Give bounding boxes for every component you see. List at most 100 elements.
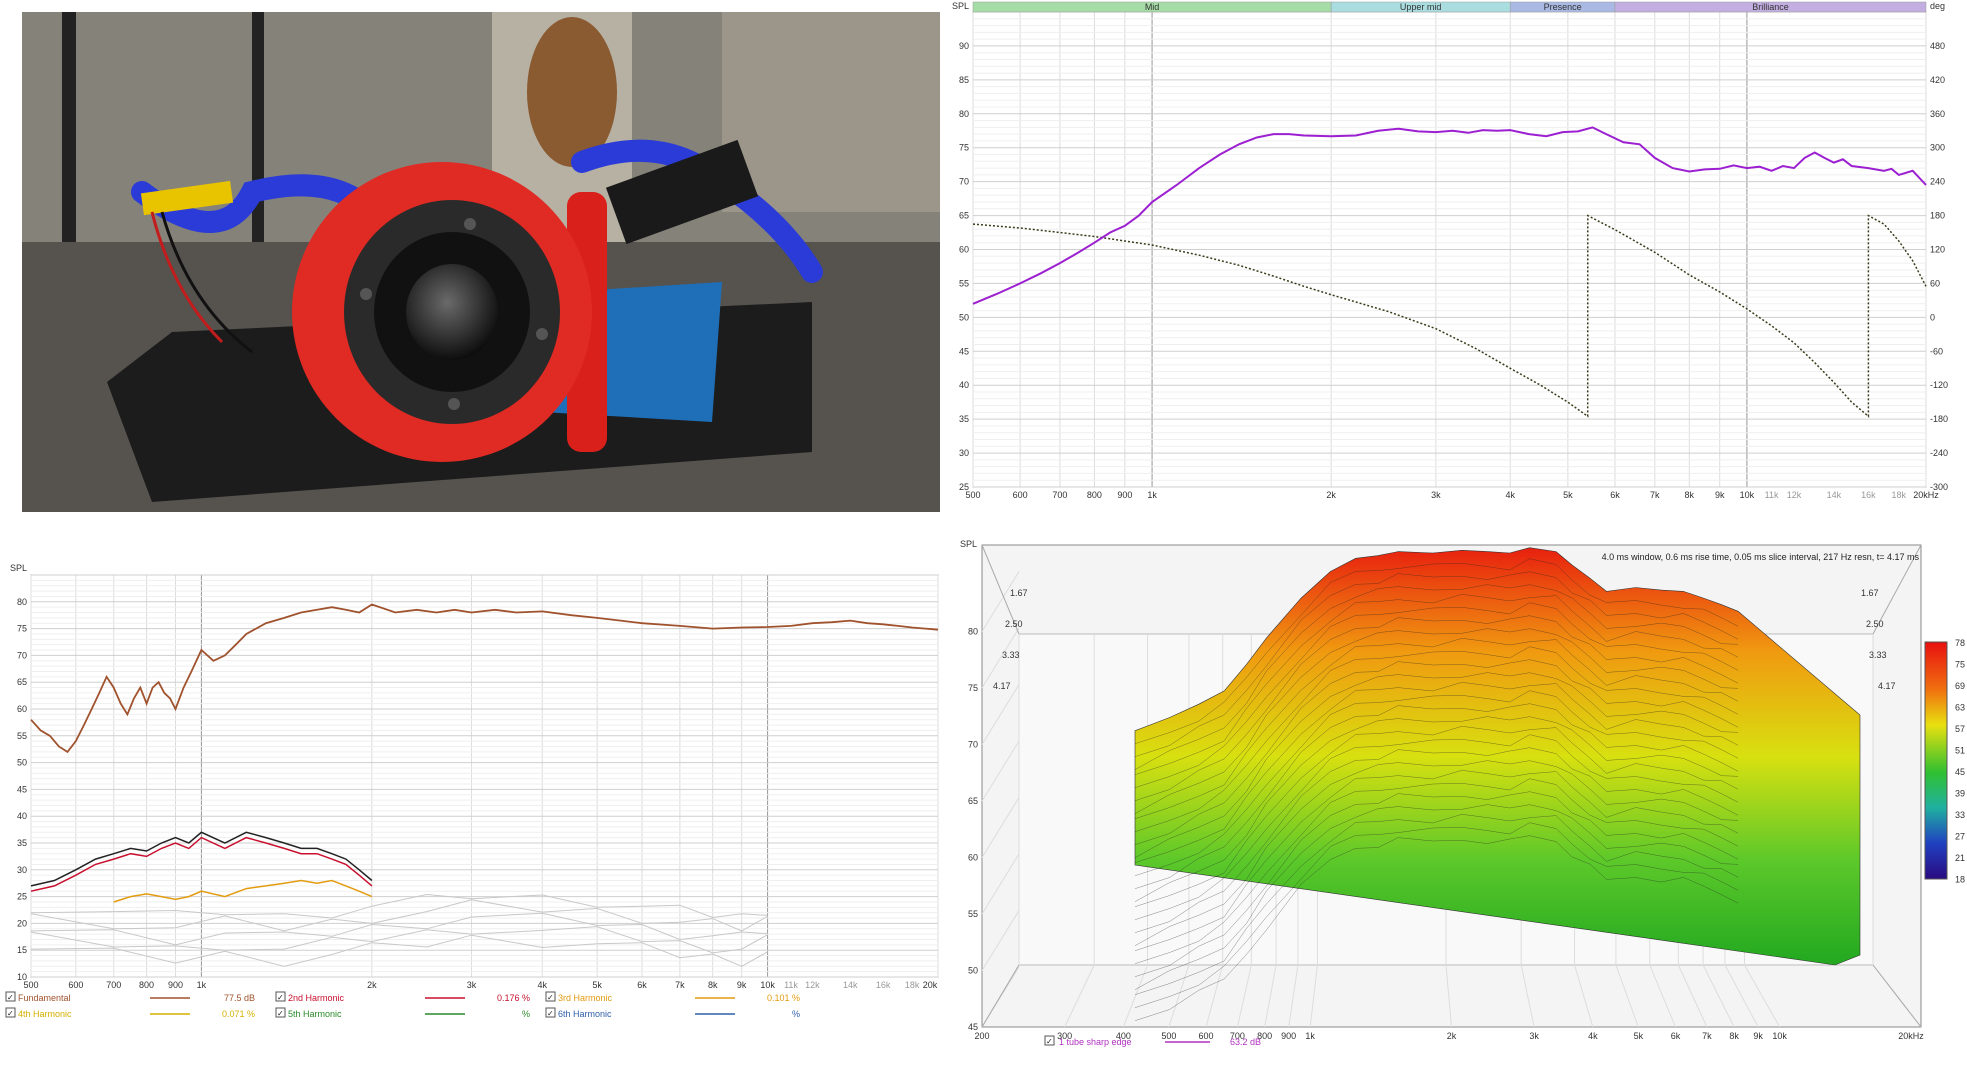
y-tick-label: 75 — [968, 683, 978, 693]
waterfall-slice-line — [1134, 822, 1739, 1008]
x-tick-label: 4k — [1588, 1031, 1598, 1041]
x-tick-label: 2k — [1326, 490, 1336, 500]
y2-tick-label: 420 — [1930, 75, 1945, 85]
colorbar-tick-label: 27 — [1955, 832, 1965, 842]
legend-label: Fundamental — [18, 993, 71, 1003]
x-tick-label: 6k — [1610, 490, 1620, 500]
waterfall-slice-line — [1134, 726, 1739, 907]
time-tick-label-left: 2.50 — [1005, 619, 1023, 629]
y-tick-label: 85 — [959, 75, 969, 85]
colorbar-tick-label: 39 — [1955, 789, 1965, 799]
side-grid-line — [981, 684, 1020, 745]
y-tick-label: 80 — [968, 627, 978, 637]
y-tick-label: 60 — [959, 245, 969, 255]
y-tick-label: 35 — [17, 838, 27, 848]
x-tick-label: 600 — [1198, 1031, 1213, 1041]
floor-grid-line — [1677, 964, 1708, 1028]
x-tick-label: 200 — [974, 1031, 989, 1041]
y-tick-label: 75 — [959, 143, 969, 153]
x-tick-label: 900 — [1117, 490, 1132, 500]
y-tick-label: 30 — [959, 448, 969, 458]
x-tick-label: 20k — [923, 980, 938, 990]
x-tick-label: 2k — [367, 980, 377, 990]
waterfall-slice-line — [1134, 659, 1739, 845]
x-tick-label: 900 — [1281, 1031, 1296, 1041]
legend-check-mark: ✓ — [547, 993, 554, 1002]
time-tick-label-left: 4.17 — [993, 681, 1011, 691]
y2-tick-label: 480 — [1930, 41, 1945, 51]
x-tick-label: 9k — [1753, 1031, 1763, 1041]
legend-value: % — [522, 1009, 530, 1019]
phase-series-line — [972, 214, 1927, 418]
x-tick-label: 500 — [1161, 1031, 1176, 1041]
waterfall-slice-line — [1134, 835, 1739, 1021]
x-tick-label: 9k — [1715, 490, 1725, 500]
waterfall-slice-line — [1134, 602, 1739, 788]
x-tick-label: 300 — [1057, 1031, 1072, 1041]
y-tick-label: 65 — [959, 211, 969, 221]
x-tick-label: 11k — [1765, 490, 1779, 500]
legend-label: 4th Harmonic — [18, 1009, 72, 1019]
y-tick-label: 10 — [17, 972, 27, 982]
legend-checkbox — [275, 1007, 286, 1018]
waterfall-slice-line — [1134, 628, 1739, 814]
x-tick-label: 3k — [467, 980, 477, 990]
depth-edge — [1872, 964, 1922, 1028]
legend-value: % — [792, 1009, 800, 1019]
x-tick-label: 900 — [168, 980, 183, 990]
x-tick-label: 400 — [1116, 1031, 1131, 1041]
x-tick-label: 20kHz — [1898, 1031, 1924, 1041]
x-tick-label: 10k — [1772, 1031, 1787, 1041]
floor-grid-line — [1122, 964, 1149, 1028]
depth-edge — [981, 544, 1020, 635]
x-tick-label: 1k — [197, 980, 207, 990]
waterfall-slice-line — [1134, 791, 1739, 977]
csd-annotation: 4.0 ms window, 0.6 ms rise time, 0.05 ms… — [1602, 552, 1920, 562]
time-tick-label-right: 2.50 — [1866, 619, 1884, 629]
time-tick-label-right: 4.17 — [1878, 681, 1896, 691]
y-tick-label: 50 — [968, 966, 978, 976]
floor-grid-line — [1205, 964, 1224, 1028]
y2-axis-label: deg — [1930, 1, 1945, 11]
floor-grid-line — [1615, 964, 1639, 1028]
y2-tick-label: -120 — [1930, 380, 1948, 390]
x-tick-label: 700 — [106, 980, 121, 990]
y2-tick-label: 120 — [1930, 245, 1945, 255]
y2-tick-label: 240 — [1930, 177, 1945, 187]
x-tick-label: 3k — [1431, 490, 1441, 500]
band-label: Upper mid — [1400, 2, 1442, 12]
x-tick-label: 7k — [1702, 1031, 1712, 1041]
depth-edge — [1872, 544, 1922, 635]
waterfall-slice-line — [1134, 646, 1739, 832]
y-tick-label: 75 — [17, 624, 27, 634]
x-tick-label: 8k — [1729, 1031, 1739, 1041]
side-grid-line — [981, 571, 1020, 632]
floor-grid-line — [1264, 964, 1277, 1028]
side-grid-line — [981, 797, 1020, 858]
y-tick-label: 35 — [959, 414, 969, 424]
y-tick-label: 60 — [968, 853, 978, 863]
y2-tick-label: 0 — [1930, 312, 1935, 322]
x-tick-label: 20kHz — [1913, 490, 1939, 500]
depth-edge — [981, 964, 1020, 1028]
x-tick-label: 8k — [1685, 490, 1695, 500]
y-tick-label: 45 — [968, 1022, 978, 1032]
higher-harmonic-line — [30, 899, 768, 932]
harmonic-distortion-svg: SPL 10 15 20 25 30 35 40 45 50 55 60 65 70 75 80 500 600 7… — [5, 563, 939, 1019]
x-tick-label: 5k — [592, 980, 602, 990]
waterfall-slice-line — [1134, 760, 1739, 946]
waterfall-slice-line — [1134, 690, 1739, 876]
y-tick-label: 70 — [17, 650, 27, 660]
x-tick-label: 800 — [1257, 1031, 1272, 1041]
y-tick-label: 25 — [959, 482, 969, 492]
x-tick-label: 4k — [538, 980, 548, 990]
y-tick-label: 40 — [959, 380, 969, 390]
time-tick-label-right: 3.33 — [1869, 650, 1887, 660]
time-tick-label-right: 1.67 — [1861, 588, 1879, 598]
higher-harmonic-line — [30, 912, 768, 946]
y2-tick-label: -240 — [1930, 448, 1948, 458]
x-tick-label: 700 — [1230, 1031, 1245, 1041]
tweeter-photo — [22, 12, 940, 512]
legend-label: 3rd Harmonic — [558, 993, 613, 1003]
y-tick-label: 80 — [959, 109, 969, 119]
